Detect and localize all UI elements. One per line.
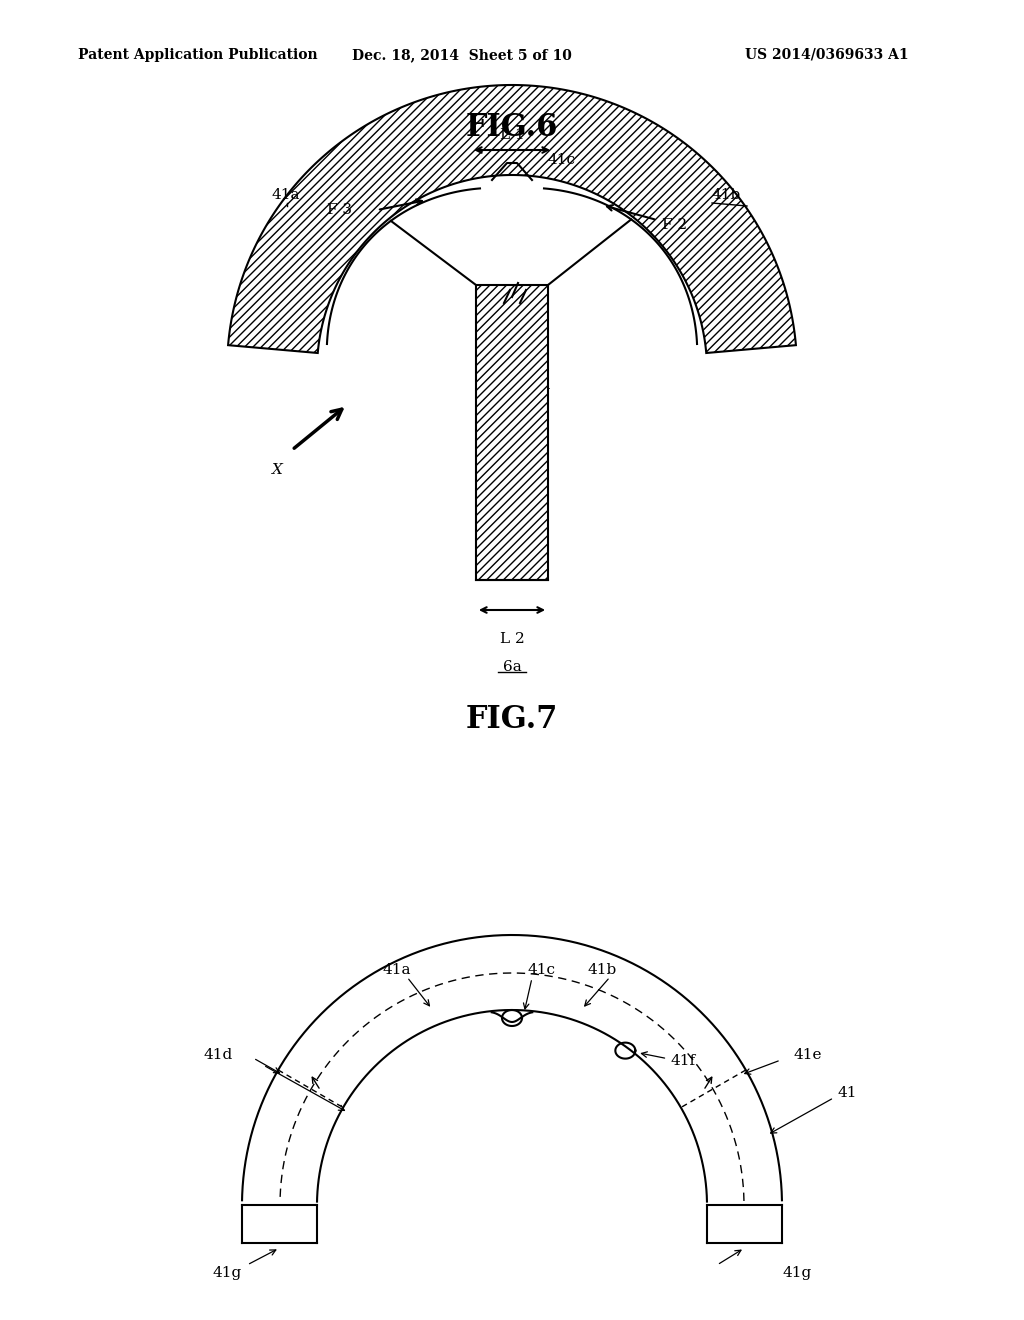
Text: 41: 41	[837, 1085, 856, 1100]
Text: 41f: 41f	[671, 1053, 695, 1068]
Bar	[476, 285, 548, 579]
Text: 41g: 41g	[212, 1266, 242, 1280]
Text: 41a: 41a	[383, 964, 412, 977]
Text: Patent Application Publication: Patent Application Publication	[78, 48, 317, 62]
Text: FIG.7: FIG.7	[466, 705, 558, 735]
Text: 41a: 41a	[272, 187, 300, 202]
Text: 41g: 41g	[782, 1266, 812, 1280]
Text: 6a: 6a	[503, 660, 521, 675]
Text: F 2: F 2	[662, 218, 687, 232]
Text: Dec. 18, 2014  Sheet 5 of 10: Dec. 18, 2014 Sheet 5 of 10	[352, 48, 571, 62]
Text: 41c: 41c	[527, 964, 555, 977]
Text: 41b: 41b	[712, 187, 741, 202]
Text: 41b: 41b	[588, 964, 616, 977]
Text: F 3: F 3	[327, 203, 352, 216]
Text: 41e: 41e	[794, 1048, 822, 1063]
Text: F 1: F 1	[527, 378, 552, 392]
Text: 6b: 6b	[527, 333, 547, 347]
Text: L 1: L 1	[500, 128, 524, 143]
Text: 41d: 41d	[204, 1048, 233, 1063]
Text: X: X	[271, 463, 283, 477]
Text: US 2014/0369633 A1: US 2014/0369633 A1	[745, 48, 908, 62]
Text: L 2: L 2	[500, 632, 524, 645]
Polygon shape	[228, 84, 796, 352]
Text: FIG.6: FIG.6	[466, 112, 558, 144]
Text: 41c: 41c	[547, 153, 575, 168]
